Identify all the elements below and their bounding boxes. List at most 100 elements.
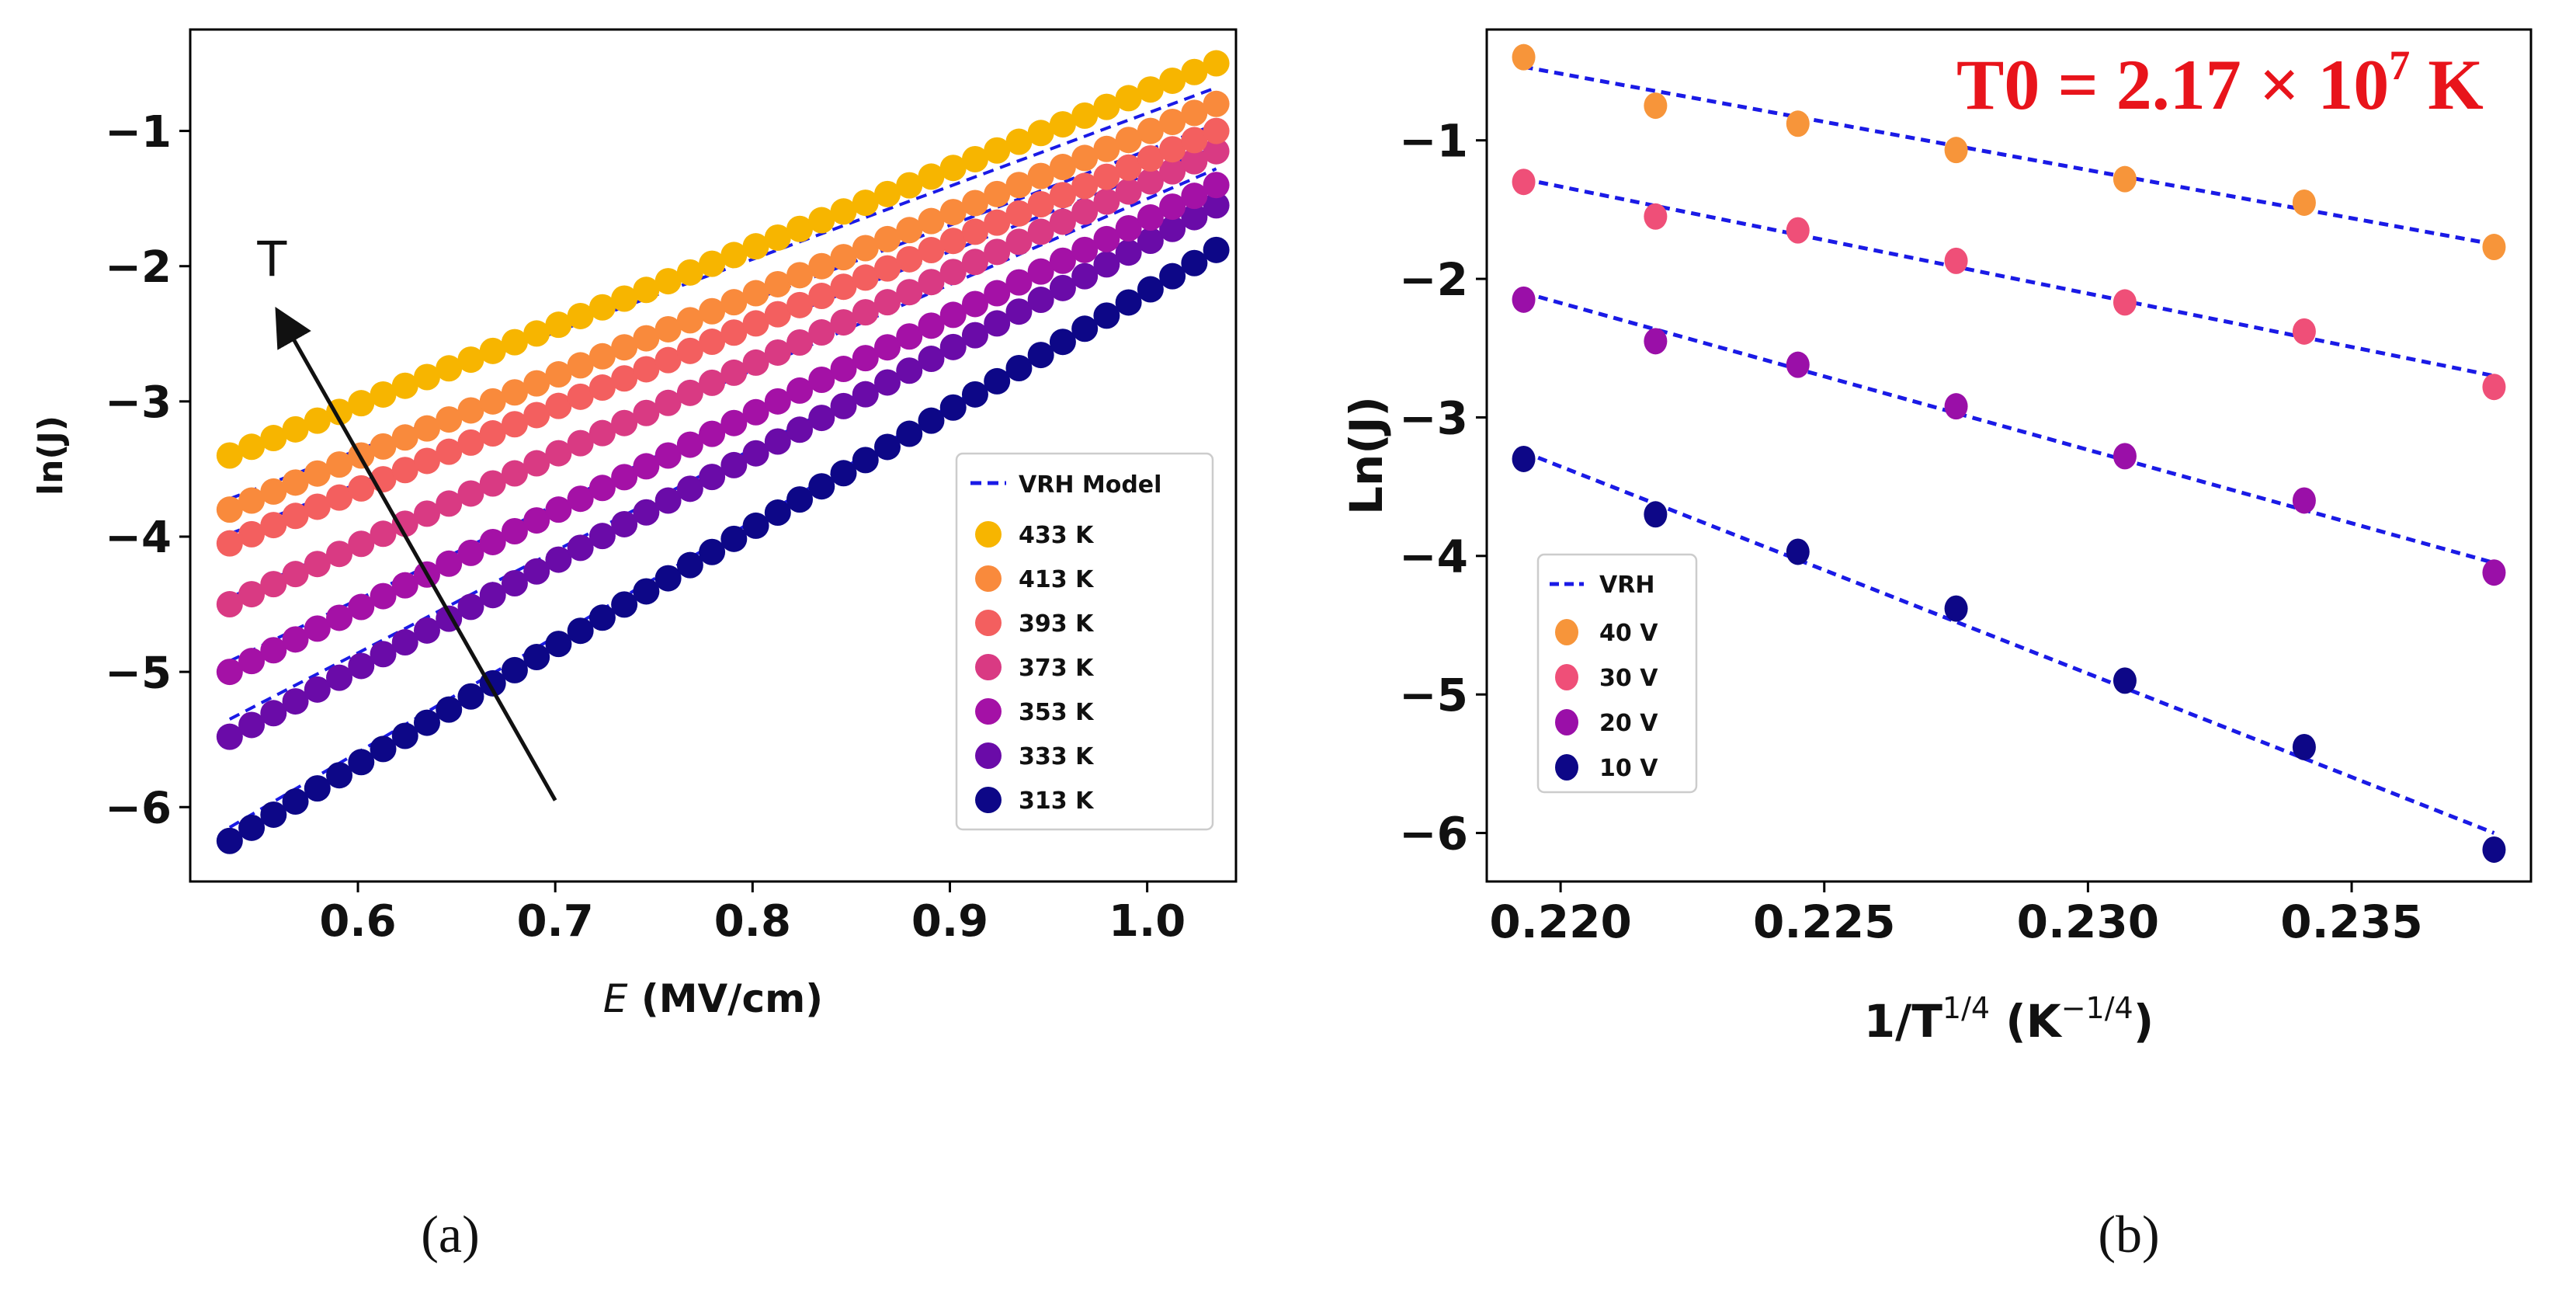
a-legend-marker [975,610,1002,636]
a-data-point [874,289,901,316]
a-data-point [984,280,1011,307]
a-data-point [304,551,331,578]
a-data-point [961,322,988,349]
a-data-point [1049,274,1076,301]
a-data-point [413,617,440,644]
a-data-point [654,389,682,416]
a-x-tick-label: 1.0 [1109,896,1186,947]
a-legend-box [955,452,1214,831]
a-data-point [961,145,988,172]
b-legend-marker [1555,619,1578,645]
a-data-point [1159,136,1186,163]
a-data-point [523,370,550,397]
a-data-point [1203,137,1230,165]
a-x-tick-label: 0.7 [517,896,594,947]
b-data-point [1512,169,1536,196]
a-data-point [479,337,506,364]
a-data-point [852,190,879,217]
a-data-point [852,235,879,262]
a-data-point [1049,111,1076,138]
a-data-point [984,310,1011,337]
a-data-point [238,581,266,608]
a-data-point [282,469,309,496]
a-data-point [764,270,791,297]
a-data-point [633,325,660,352]
b-legend-items: 40 V 30 V 20 V 10 V [1555,619,1658,782]
a-data-point [1203,50,1230,77]
a-data-point [808,366,835,393]
a-data-point [874,334,901,361]
a-data-point [1005,128,1033,155]
a-legend-label: 333 K [1019,743,1095,770]
a-x-axis-label-symbol: E [603,976,628,1021]
b-fit-line [1523,64,2494,246]
a-x-tick-label: 0.8 [714,896,791,947]
a-data-point [326,762,353,789]
a-data-point [633,276,660,304]
a-data-point [984,180,1011,207]
b-t0-annotation-main: T0 = 2.17 × 10 [1956,45,2389,124]
b-legend-marker [1555,709,1578,735]
a-legend-label: 313 K [1019,788,1095,815]
b-legend-label: 30 V [1599,665,1658,692]
a-data-point [479,470,506,497]
a-data-point [918,407,945,434]
a-data-point [391,510,418,537]
a-data-point [611,464,638,491]
a-data-point [588,604,616,631]
b-data-point [1644,92,1668,120]
b-data-point [1644,328,1668,355]
b-data-point [1944,393,1968,420]
a-data-point [1049,208,1076,235]
a-data-point [654,346,682,374]
a-data-point [1093,135,1120,162]
b-data-points [1512,43,2506,863]
a-data-point [1159,193,1186,221]
a-data-point [764,339,791,366]
a-data-point [918,207,945,235]
a-data-point [1027,120,1054,147]
b-legend: VRH 40 V 30 V 20 V 10 V [1536,553,1698,794]
a-data-point [1181,99,1208,127]
a-data-point [764,428,791,455]
a-data-point [830,460,857,487]
a-data-point [676,431,703,458]
a-data-point [874,369,901,396]
a-data-point [304,775,331,802]
a-data-point [1071,315,1099,342]
a-data-point [391,629,418,656]
a-data-point [1159,158,1186,185]
a-data-point [918,163,945,190]
b-data-point [1644,501,1668,528]
a-data-point [370,582,397,610]
b-x-tick-label: 0.235 [2280,895,2422,948]
a-data-point [567,485,594,513]
a-data-point [699,297,726,325]
a-data-point [436,406,463,433]
a-data-point [348,475,375,502]
a-data-point [370,520,397,548]
a-data-point [1005,172,1033,199]
a-data-point [1049,182,1076,209]
a-data-point [939,259,967,286]
a-legend-fit-label: VRH Model [1019,471,1161,499]
a-data-point [699,369,726,396]
a-data-point [611,285,638,312]
a-data-point [545,311,572,339]
a-data-point [348,652,375,680]
a-y-tick-label: −6 [105,783,172,833]
a-data-point [545,631,572,658]
b-fit-line [1523,177,2494,378]
a-data-point [326,604,353,631]
a-data-point [676,551,703,579]
a-data-point [808,319,835,346]
b-legend-label: 10 V [1599,755,1658,782]
a-data-point [523,450,550,477]
a-data-point [216,442,243,469]
a-data-point [391,424,418,451]
a-data-point [1027,342,1054,369]
a-data-point [1027,162,1054,190]
a-data-point [1115,127,1142,154]
chart-a: 0.6 0.7 0.8 0.9 1.0−6−5−4−3−2−1 T E (MV/cm) … [31,28,1238,1264]
b-data-point [1944,247,1968,274]
